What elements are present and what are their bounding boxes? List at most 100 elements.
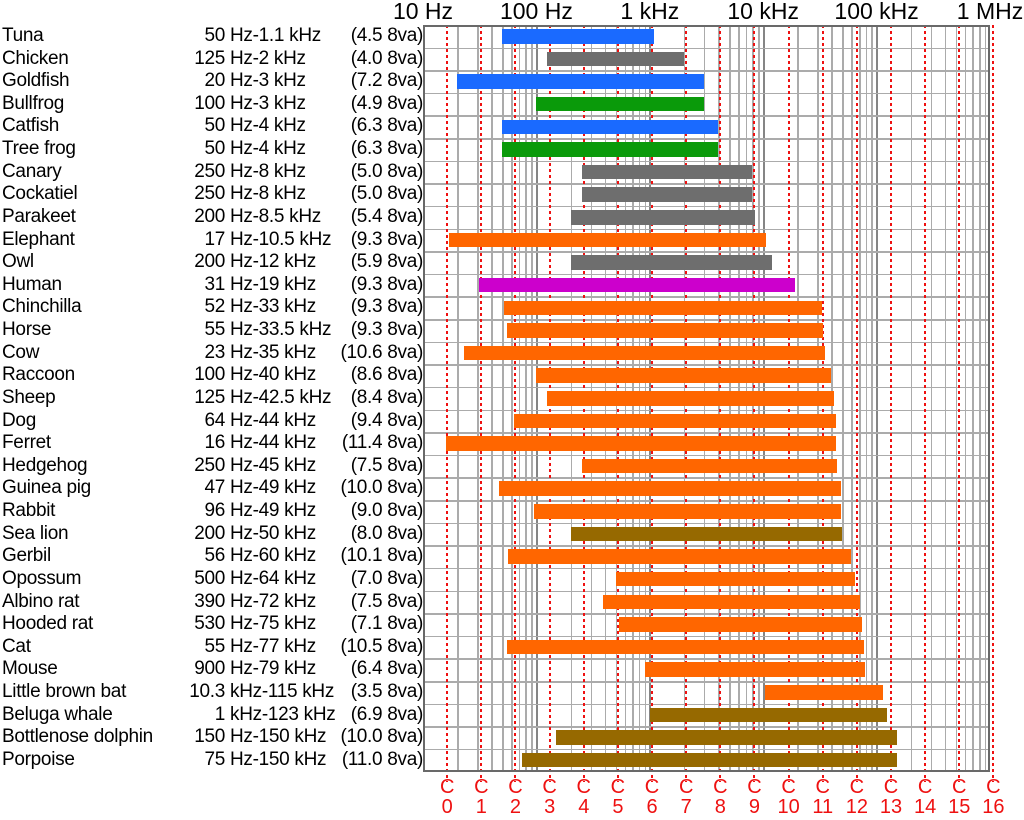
- minor-gridline: [491, 25, 493, 772]
- range-high-value: Hz-8 kHz: [230, 183, 306, 205]
- octave-span-value: (6.9 8va): [350, 703, 424, 725]
- animal-name: Tree frog: [2, 138, 76, 160]
- range-low-value: 47: [204, 477, 225, 499]
- c2-note-line: [514, 25, 517, 782]
- row-divider-line: [423, 432, 990, 434]
- row-divider-line: [423, 319, 990, 321]
- octave-span-value: (5.4 8va): [350, 205, 424, 227]
- row-divider-line: [423, 703, 990, 706]
- animal-name: Bullfrog: [2, 92, 65, 114]
- row-divider-line: [423, 748, 990, 751]
- octave-span-value: (5.9 8va): [350, 251, 424, 273]
- octave-label-c3-note: C: [542, 776, 557, 798]
- c13-note-line: [889, 25, 892, 782]
- octave-label-c12-note: C: [849, 776, 865, 798]
- bullfrog-range-bar: [536, 96, 704, 112]
- row-label-raccoon: Raccoon 100 Hz-40 kHz (8.6 8va): [0, 364, 423, 387]
- range-low-value: 900: [194, 658, 225, 680]
- range-low-value: 150: [194, 726, 225, 748]
- range-low-value: 50: [204, 115, 225, 137]
- row-label-goldfish: Goldfish 20 Hz-3 kHz (7.2 8va): [0, 70, 423, 93]
- octave-label-c10-number: 10: [777, 796, 800, 818]
- minor-gridline: [964, 25, 967, 772]
- row-label-gerbil: Gerbil 56 Hz-60 kHz (10.1 8va): [0, 545, 423, 568]
- row-label-canary: Canary 250 Hz-8 kHz (5.0 8va): [0, 161, 423, 184]
- animal-name: Catfish: [2, 115, 60, 137]
- range-high-value: Hz-44 kHz: [230, 409, 316, 431]
- canary-range-bar: [581, 164, 753, 180]
- range-low-value: 250: [194, 454, 225, 476]
- range-high-value: Hz-3 kHz: [230, 92, 306, 114]
- row-divider-line: [423, 228, 990, 231]
- range-high-value: Hz-45 kHz: [230, 454, 316, 476]
- human-range-bar: [478, 277, 795, 293]
- row-label-cockatiel: Cockatiel 250 Hz-8 kHz (5.0 8va): [0, 183, 423, 206]
- range-low-value: 55: [204, 635, 225, 657]
- row-divider-line: [423, 138, 990, 140]
- top-axis-tick-100-hz: 100 Hz: [499, 0, 573, 24]
- row-divider-line: [423, 454, 990, 457]
- minor-gridline: [910, 25, 913, 772]
- tuna-range-bar: [502, 29, 655, 44]
- range-high-value: Hz-49 kHz: [230, 477, 316, 499]
- minor-gridline: [842, 25, 844, 772]
- range-low-value: 55: [204, 319, 225, 341]
- octave-label-c9-note: C: [747, 776, 762, 798]
- octave-label-c0-note: C: [439, 776, 455, 798]
- range-high-value: kHz-115 kHz: [230, 681, 335, 702]
- octave-label-c13-note: C: [883, 776, 899, 798]
- animal-name: Chicken: [2, 47, 69, 69]
- row-label-owl: Owl 200 Hz-12 kHz (5.9 8va): [0, 251, 423, 274]
- row-label-dog: Dog 64 Hz-44 kHz (9.4 8va): [0, 410, 423, 433]
- octave-span-value: (5.0 8va): [350, 183, 424, 205]
- minor-gridline: [511, 25, 513, 772]
- animal-name: Parakeet: [2, 205, 76, 227]
- octave-label-c9-number: 9: [748, 796, 760, 818]
- minor-gridline: [859, 25, 861, 772]
- row-label-beluga-whale: Beluga whale 1 kHz-123 kHz (6.9 8va): [0, 704, 423, 727]
- octave-span-value: (4.9 8va): [350, 92, 424, 114]
- chicken-range-bar: [547, 51, 684, 67]
- range-high-value: Hz-8 kHz: [230, 160, 306, 182]
- range-low-value: 75: [204, 748, 225, 770]
- range-low-value: 200: [194, 251, 225, 273]
- octave-label-c11-note: C: [815, 776, 830, 798]
- top-axis-tick-1-khz: 1 kHz: [620, 0, 680, 24]
- range-high-value: Hz-49 kHz: [230, 500, 316, 522]
- range-low-value: 125: [194, 47, 225, 69]
- octave-span-value: (10.1 8va): [340, 545, 423, 567]
- catfish-range-bar: [502, 119, 719, 135]
- range-high-value: Hz-12 kHz: [230, 251, 316, 273]
- octave-label-c1-number: 1: [475, 796, 487, 818]
- octave-span-value: (10.0 8va): [340, 726, 423, 748]
- animal-name: Tuna: [2, 25, 44, 46]
- guinea-pig-range-bar: [499, 481, 842, 496]
- row-divider-line: [423, 183, 990, 185]
- octave-label-c15-number: 15: [948, 796, 971, 818]
- c15-note-line: [958, 25, 961, 782]
- row-divider-line: [423, 47, 990, 50]
- octave-label-c6-number: 6: [646, 796, 658, 818]
- range-high-value: Hz-35 kHz: [230, 341, 316, 363]
- octave-label-c1-note: C: [474, 776, 489, 798]
- row-label-human: Human 31 Hz-19 kHz (9.3 8va): [0, 274, 423, 297]
- row-divider-line: [423, 251, 990, 253]
- row-divider-line: [423, 545, 990, 547]
- range-low-value: 50: [204, 138, 225, 160]
- dog-range-bar: [514, 413, 837, 429]
- row-label-horse: Horse 55 Hz-33.5 kHz (9.3 8va): [0, 319, 423, 342]
- range-low-value: 1: [214, 703, 226, 725]
- animal-name: Human: [2, 273, 62, 295]
- porpoise-range-bar: [522, 752, 897, 768]
- sheep-range-bar: [547, 391, 835, 406]
- row-label-rabbit: Rabbit 96 Hz-49 kHz (9.0 8va): [0, 500, 423, 523]
- row-divider-line: [423, 92, 990, 95]
- cat-range-bar: [506, 639, 864, 655]
- row-divider-line: [423, 70, 990, 72]
- octave-span-value: (3.5 8va): [350, 681, 424, 702]
- range-low-value: 200: [194, 205, 225, 227]
- range-high-value: Hz-4 kHz: [230, 138, 306, 160]
- range-high-value: Hz-10.5 kHz: [230, 228, 332, 250]
- chinchilla-range-bar: [504, 300, 822, 315]
